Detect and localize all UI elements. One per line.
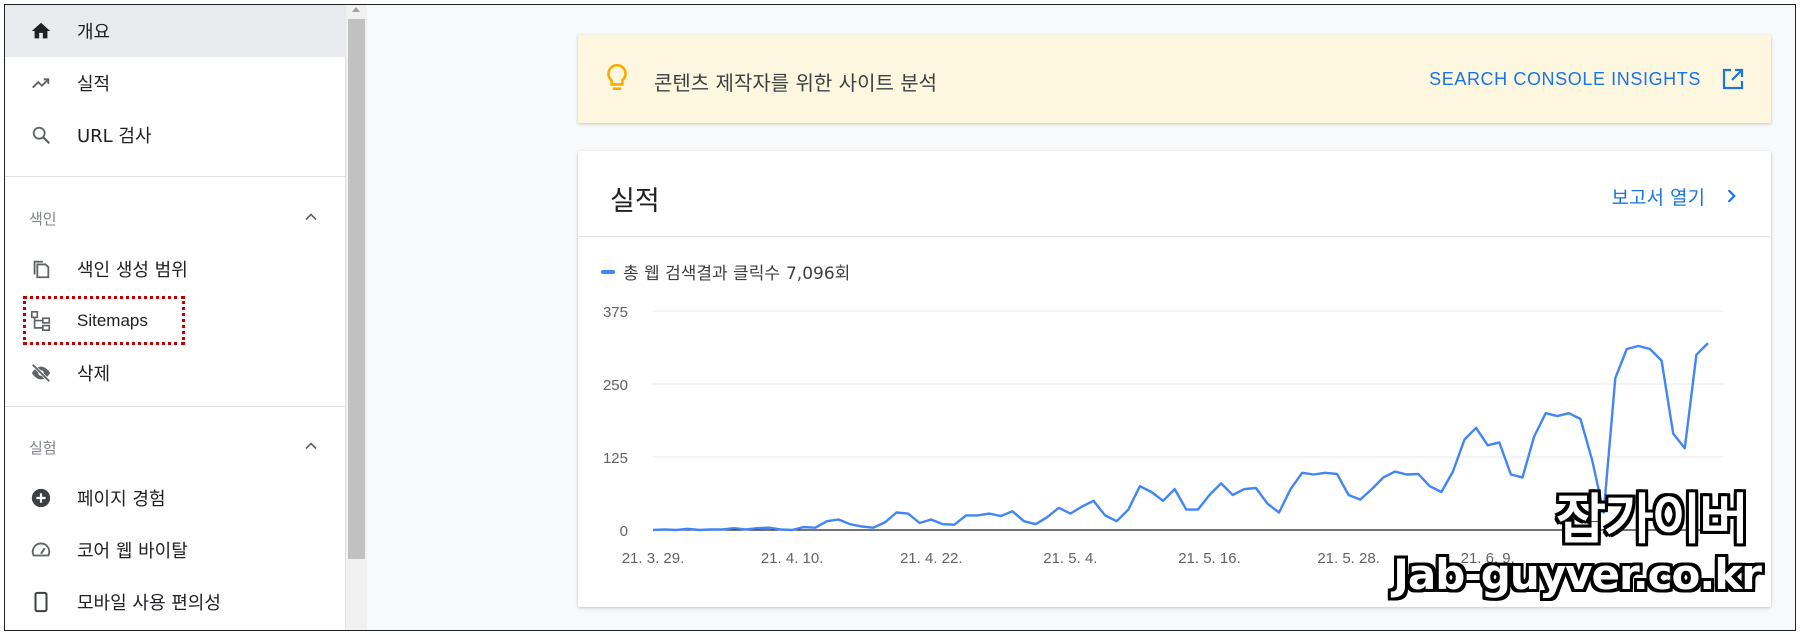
sidebar-divider: [5, 406, 346, 407]
x-tick-label: 21. 3. 29.: [622, 550, 685, 567]
legend-value: 7,096회: [785, 264, 851, 284]
series-line-clicks: [652, 342, 1709, 532]
add-circle-icon: [29, 486, 53, 510]
y-tick-label: 250: [603, 377, 628, 394]
sidebar-item-label: 페이지 경험: [77, 489, 166, 510]
sidebar-divider: [5, 176, 346, 177]
chart-legend: 총 웹 검색결과 클릭수 7,096회: [601, 259, 850, 284]
card-divider: [578, 236, 1771, 237]
y-tick-label: 125: [603, 450, 628, 467]
speed-gauge-icon: [29, 538, 53, 562]
sidebar-item-performance[interactable]: 실적: [5, 57, 346, 109]
app-frame: 개요 실적 URL 검사 색인 색인 생성 범위: [4, 4, 1796, 631]
sidebar-scrollbar[interactable]: [346, 5, 367, 630]
sidebar-item-removals[interactable]: 삭제: [5, 347, 346, 399]
home-icon: [29, 19, 53, 43]
sidebar-item-label: 모바일 사용 편의성: [77, 593, 221, 614]
x-tick-label: 21. 4. 10.: [761, 550, 824, 567]
clicks-line-chart: 0 125 250 375 21. 3. 29. 21. 4. 10. 21. 4. 22.…: [603, 304, 1723, 567]
insights-text: 콘텐츠 제작자를 위한 사이트 분석: [654, 71, 938, 95]
sidebar-item-sitemaps[interactable]: Sitemaps: [5, 295, 346, 347]
open-in-new-icon[interactable]: [1721, 67, 1745, 95]
scroll-thumb[interactable]: [348, 19, 365, 559]
legend-label: 총 웹 검색결과 클릭수: [623, 264, 780, 284]
sidebar-item-label: Sitemaps: [77, 311, 148, 330]
lightbulb-icon: [604, 63, 630, 97]
watermark-korean: 잡가이버: [1556, 488, 1749, 551]
insights-banner: 콘텐츠 제작자를 위한 사이트 분석 SEARCH CONSOLE INSIGH…: [578, 35, 1771, 123]
sidebar-item-label: URL 검사: [77, 126, 152, 147]
search-console-insights-link[interactable]: SEARCH CONSOLE INSIGHTS: [1429, 69, 1701, 89]
watermark-domain: Jab-guyver.co.kr: [1393, 550, 1762, 599]
performance-card: 실적 보고서 열기 총 웹 검색결과 클릭수 7,096회 0 125 250 375…: [578, 151, 1771, 607]
x-tick-label: 21. 5. 28.: [1317, 550, 1380, 567]
chevron-up-icon[interactable]: [301, 436, 321, 456]
section-title-experiments: 실험: [29, 439, 57, 457]
x-tick-label: 21. 6. 9.: [1461, 550, 1515, 567]
x-tick-label: 21. 5. 16.: [1178, 550, 1241, 567]
smartphone-icon: [29, 590, 53, 614]
visibility-off-icon: [29, 361, 53, 385]
sidebar-item-label: 삭제: [77, 364, 111, 385]
sidebar-item-core-web-vitals[interactable]: 코어 웹 바이탈: [5, 524, 346, 576]
performance-title: 실적: [610, 186, 660, 217]
sitemap-icon: [29, 309, 53, 333]
search-icon: [29, 123, 53, 147]
file-copy-icon: [29, 257, 53, 281]
x-tick-label: 21. 4. 22.: [900, 550, 963, 567]
sidebar-item-label: 색인 생성 범위: [77, 260, 188, 281]
section-title-index: 색인: [29, 210, 57, 228]
open-report-link[interactable]: 보고서 열기: [1611, 187, 1705, 209]
x-tick-label: 21. 5. 4.: [1043, 550, 1097, 567]
sidebar-item-label: 코어 웹 바이탈: [77, 541, 188, 562]
legend-swatch: [601, 269, 615, 274]
chevron-right-icon[interactable]: [1721, 185, 1741, 211]
sidebar-item-page-experience[interactable]: 페이지 경험: [5, 472, 346, 524]
trending-up-icon: [29, 71, 53, 95]
chevron-up-icon[interactable]: [301, 207, 321, 227]
sidebar-item-label: 실적: [77, 74, 111, 95]
sidebar-item-label: 개요: [77, 22, 111, 43]
sidebar-item-overview[interactable]: 개요: [5, 5, 346, 57]
sidebar-item-mobile-usability[interactable]: 모바일 사용 편의성: [5, 576, 346, 628]
sidebar-item-coverage[interactable]: 색인 생성 범위: [5, 243, 346, 295]
y-tick-label: 375: [603, 304, 628, 321]
sidebar: 개요 실적 URL 검사 색인 색인 생성 범위: [5, 5, 346, 630]
sidebar-item-url-inspection[interactable]: URL 검사: [5, 109, 346, 161]
scroll-up-arrow-icon[interactable]: [352, 7, 360, 12]
y-tick-label: 0: [620, 523, 628, 540]
